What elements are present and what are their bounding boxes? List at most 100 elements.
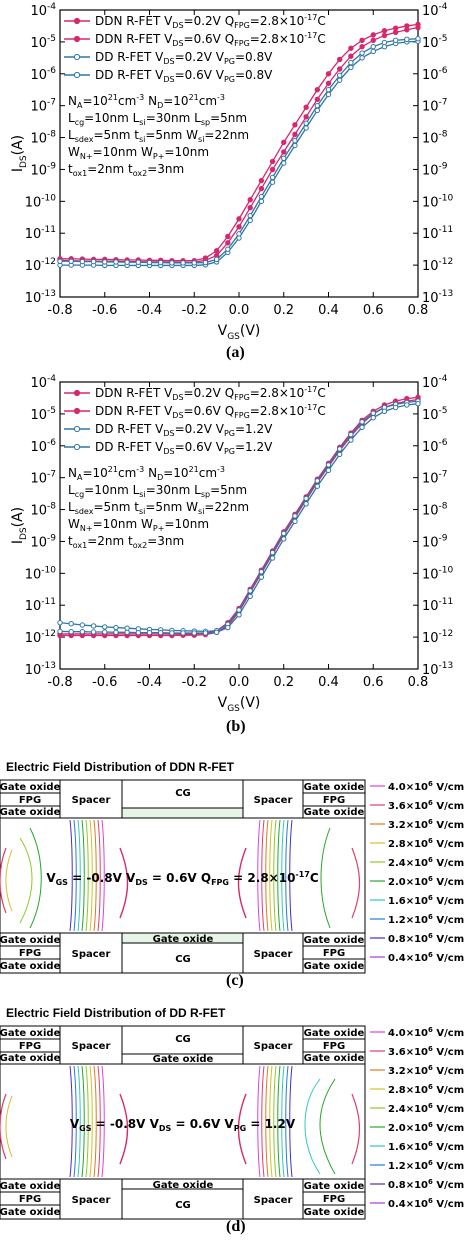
data-point	[281, 139, 287, 146]
y-tick-label: 10-12	[25, 257, 56, 274]
contour-line	[69, 1065, 73, 1178]
data-point	[381, 32, 388, 39]
contour-line	[285, 819, 289, 932]
x-axis-label: VGS(V)	[218, 695, 261, 714]
data-point	[359, 424, 365, 430]
contour-line	[85, 819, 89, 932]
data-point	[281, 149, 287, 155]
contour-line	[73, 1065, 77, 1178]
gate-oxide-label: Gate oxide	[0, 935, 61, 946]
legend-entry: DDN R-FET VDS=0.2V QFPG=2.8×10-17C	[95, 385, 326, 402]
data-point	[68, 258, 74, 264]
param-line: Lsdex=5nm tsi=5nm Wsi=22nm	[68, 500, 249, 516]
x-tick-label: -0.8	[47, 675, 72, 690]
data-point	[381, 39, 388, 46]
y-tick-label-right: 10-5	[422, 406, 448, 423]
legend-entry: DD R-FET VDS=0.2V VPG=0.8V	[95, 50, 273, 66]
data-point	[191, 630, 197, 636]
gate-oxide-label: Gate oxide	[304, 961, 365, 972]
data-point	[79, 258, 86, 265]
data-point	[57, 258, 63, 264]
data-point	[90, 629, 97, 635]
data-point	[169, 630, 175, 636]
field-legend-label: 0.4×106 V/cm	[388, 951, 464, 964]
gate-oxide-label: Gate oxide	[304, 807, 365, 818]
legend-entry: DDN R-FET VDS=0.6V QFPG=2.8×10-17C	[95, 403, 326, 420]
data-point	[381, 28, 388, 34]
legend-marker	[73, 17, 81, 25]
x-tick-label: 0.2	[273, 675, 294, 690]
data-point	[348, 53, 354, 59]
contour-line	[85, 1065, 89, 1178]
gate-oxide-label: Gate oxide	[153, 934, 214, 945]
gate-oxide-label: Gate oxide	[0, 961, 61, 972]
contour-line	[269, 1065, 273, 1178]
gate-oxide-label: Gate oxide	[153, 1180, 214, 1191]
data-point	[404, 402, 410, 408]
spacer-top-left	[59, 1025, 123, 1065]
contour-line	[73, 819, 77, 932]
chart-a: 10-4 10-4 10-5 10-5 10-6 10-6 10-7 10-7 10-8 10-8…	[10, 2, 454, 342]
data-point	[68, 621, 74, 627]
data-point	[303, 120, 309, 126]
spacer-top-left	[59, 779, 123, 819]
y-tick-label-right: 10-7	[422, 470, 448, 487]
data-point	[236, 231, 242, 237]
contour-line	[89, 1065, 93, 1178]
data-point	[348, 64, 354, 71]
data-point	[79, 628, 86, 635]
gate-oxide-label: Gate oxide	[304, 1181, 365, 1192]
contour-line	[29, 827, 42, 929]
data-point	[79, 622, 86, 628]
data-point	[225, 246, 231, 252]
spacer-label: Spacer	[72, 1041, 111, 1052]
data-point	[336, 72, 343, 79]
data-point	[336, 66, 343, 72]
y-tick-label-right: 10-12	[422, 257, 453, 274]
y-tick-label: 10-7	[30, 470, 56, 487]
field-legend-label: 4.0×106 V/cm	[388, 1026, 464, 1039]
contour-line	[320, 827, 331, 929]
data-point	[236, 224, 242, 230]
data-point	[247, 197, 253, 203]
data-point	[392, 404, 399, 411]
legend-entry: DDN R-FET VDS=0.6V QFPG=2.8×10-17C	[95, 31, 326, 48]
data-point	[247, 212, 253, 219]
contour-line	[101, 819, 105, 932]
y-tick-label-right: 10-4	[422, 374, 448, 391]
fpg-label: FPG	[19, 948, 41, 959]
data-point	[348, 431, 354, 438]
contour-line	[77, 1065, 81, 1178]
data-point	[359, 37, 365, 43]
data-point	[325, 80, 332, 87]
contour-line	[93, 1065, 97, 1178]
contour-line	[273, 1065, 277, 1178]
contour-line	[273, 819, 277, 932]
data-point	[292, 518, 298, 525]
data-point	[258, 177, 265, 184]
data-point	[236, 612, 242, 618]
spacer-top-right	[242, 779, 304, 819]
contour-line	[304, 1078, 321, 1175]
spacer-label: Spacer	[254, 949, 293, 960]
gate-oxide-label: Gate oxide	[0, 1181, 61, 1192]
y-tick-label-right: 10-11	[422, 597, 453, 614]
data-point	[381, 408, 388, 415]
data-point	[169, 260, 175, 266]
data-point	[102, 624, 108, 630]
data-point	[325, 467, 332, 474]
y-tick-label-right: 10-13	[422, 289, 453, 306]
data-point	[292, 122, 298, 128]
y-tick-label: 10-12	[25, 629, 56, 646]
spacer-top-right	[242, 1025, 304, 1065]
spacer-bottom-left	[59, 932, 123, 974]
legend-marker	[73, 35, 81, 43]
contour-line	[257, 819, 261, 932]
gate-oxide-bottom-right-2	[302, 1204, 366, 1220]
data-point	[157, 259, 164, 266]
contour-line	[281, 1065, 285, 1178]
contour-line	[81, 819, 85, 932]
data-point	[336, 56, 343, 63]
contour-line	[319, 1078, 336, 1175]
